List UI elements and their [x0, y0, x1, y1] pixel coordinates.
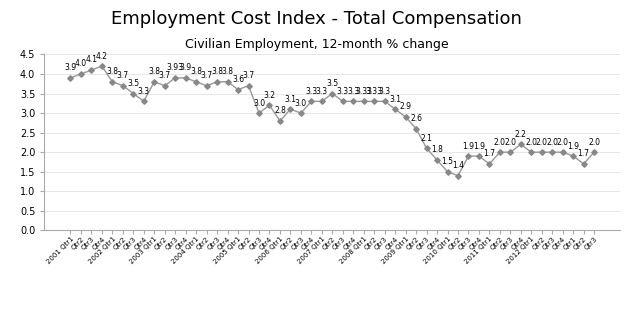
Text: 3.9: 3.9: [180, 63, 192, 72]
Text: 3.6: 3.6: [232, 75, 244, 84]
Text: 2.0: 2.0: [546, 138, 558, 147]
Text: 3.93: 3.93: [166, 63, 184, 72]
Text: 3.8: 3.8: [190, 67, 202, 76]
Text: 3.0: 3.0: [295, 99, 307, 108]
Text: 3.7: 3.7: [201, 71, 213, 80]
Text: 3.33: 3.33: [366, 87, 383, 96]
Text: 3.5: 3.5: [127, 79, 139, 88]
Text: 3.1: 3.1: [389, 95, 401, 104]
Text: 2.0: 2.0: [557, 138, 568, 147]
Text: 2.8: 2.8: [274, 106, 286, 115]
Text: 4.0: 4.0: [75, 60, 87, 68]
Text: 2.1: 2.1: [421, 134, 432, 143]
Text: 2.0: 2.0: [525, 138, 537, 147]
Text: 1.7: 1.7: [578, 149, 590, 158]
Text: 3.1: 3.1: [284, 95, 296, 104]
Text: 1.9: 1.9: [463, 141, 475, 150]
Text: 2.2: 2.2: [515, 130, 527, 139]
Text: 2.0: 2.0: [588, 138, 600, 147]
Text: 3.7: 3.7: [159, 71, 171, 80]
Text: 1.9: 1.9: [473, 141, 485, 150]
Text: 4.2: 4.2: [96, 52, 108, 60]
Text: 3.3: 3.3: [379, 87, 391, 96]
Text: 3.8: 3.8: [106, 67, 118, 76]
Text: 3.3: 3.3: [337, 87, 349, 96]
Text: Civilian Employment, 12-month % change: Civilian Employment, 12-month % change: [185, 38, 448, 52]
Text: 1.5: 1.5: [442, 157, 453, 166]
Text: 3.0: 3.0: [253, 99, 265, 108]
Text: 3.7: 3.7: [242, 71, 254, 80]
Text: 2.0: 2.0: [494, 138, 506, 147]
Text: 1.9: 1.9: [567, 141, 579, 150]
Text: 3.9: 3.9: [65, 63, 77, 72]
Text: 3.5: 3.5: [326, 79, 339, 88]
Text: 2.9: 2.9: [399, 102, 411, 111]
Text: 3.33: 3.33: [355, 87, 372, 96]
Text: 3.3: 3.3: [305, 87, 317, 96]
Text: 3.2: 3.2: [263, 91, 275, 100]
Text: 3.3: 3.3: [138, 87, 150, 96]
Text: 2.0: 2.0: [505, 138, 517, 147]
Text: Employment Cost Index - Total Compensation: Employment Cost Index - Total Compensati…: [111, 10, 522, 28]
Text: 1.4: 1.4: [452, 161, 464, 170]
Text: 2.6: 2.6: [410, 114, 422, 123]
Text: 3.7: 3.7: [117, 71, 129, 80]
Text: 3.3: 3.3: [316, 87, 328, 96]
Text: 3.8: 3.8: [211, 67, 223, 76]
Text: 3.3: 3.3: [348, 87, 360, 96]
Text: 4.1: 4.1: [85, 55, 97, 65]
Text: 1.7: 1.7: [484, 149, 496, 158]
Text: 3.8: 3.8: [148, 67, 160, 76]
Text: 1.8: 1.8: [431, 146, 443, 155]
Text: 3.8: 3.8: [222, 67, 234, 76]
Text: 2.0: 2.0: [536, 138, 548, 147]
